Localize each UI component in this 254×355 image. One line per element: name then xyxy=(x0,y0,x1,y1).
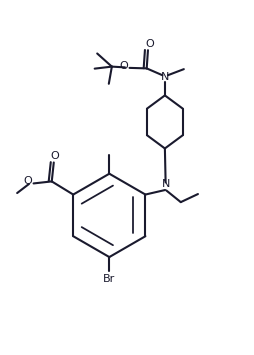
Text: N: N xyxy=(162,179,170,190)
Text: O: O xyxy=(51,151,59,161)
Text: Br: Br xyxy=(103,274,116,284)
Text: O: O xyxy=(146,39,154,49)
Text: O: O xyxy=(24,176,33,186)
Text: N: N xyxy=(161,72,170,82)
Text: O: O xyxy=(120,61,128,71)
